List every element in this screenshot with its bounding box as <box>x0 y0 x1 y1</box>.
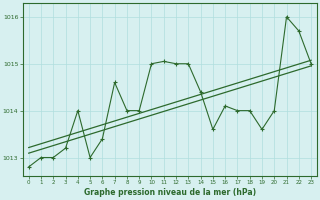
X-axis label: Graphe pression niveau de la mer (hPa): Graphe pression niveau de la mer (hPa) <box>84 188 256 197</box>
